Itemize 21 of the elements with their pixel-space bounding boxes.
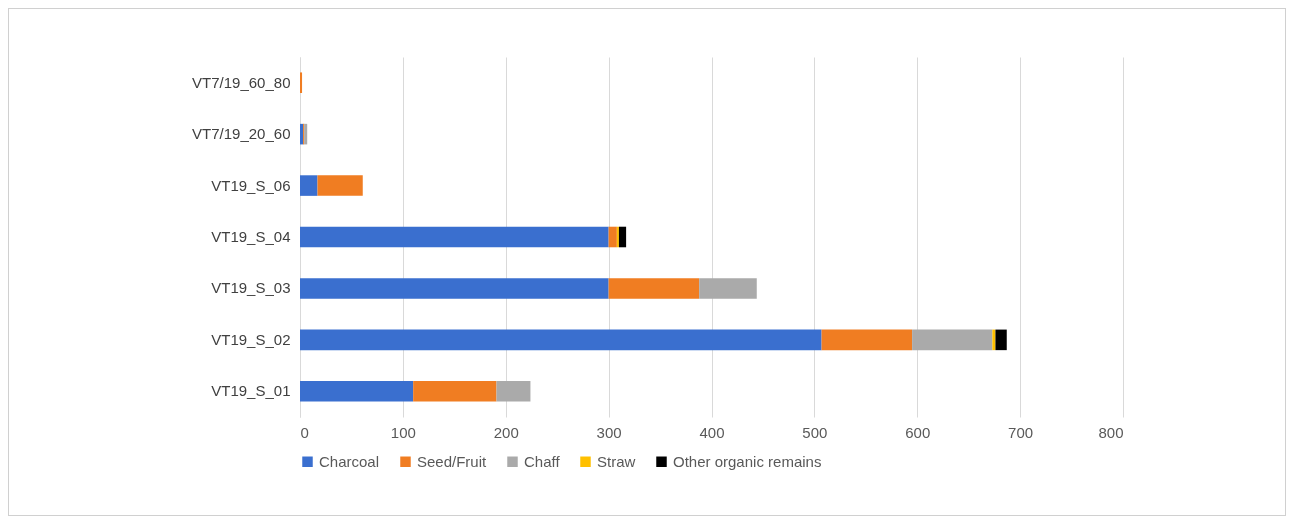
x-tick-label: 800 <box>1098 423 1124 441</box>
y-tick-label: VT7/19_20_60 <box>192 125 291 143</box>
legend-label: Other organic remains <box>673 452 822 470</box>
y-tick-label: VT19_S_01 <box>211 382 291 400</box>
y-tick-label: VT7/19_60_80 <box>192 73 291 91</box>
x-tick-label: 0 <box>300 423 309 441</box>
x-tick-label: 100 <box>390 423 416 441</box>
legend-label: Seed/Fruit <box>417 452 488 470</box>
y-tick-label: VT19_S_04 <box>211 228 291 245</box>
y-tick-label: VT19_S_06 <box>211 176 291 194</box>
y-tick-label: VT19_S_02 <box>211 330 291 348</box>
legend-label: Chaff <box>524 452 561 470</box>
x-tick-label: 500 <box>802 423 828 441</box>
y-tick-label: VT19_S_03 <box>211 279 291 297</box>
x-tick-label: 600 <box>905 423 931 441</box>
legend-label: Straw <box>597 452 636 470</box>
legend-label: Charcoal <box>319 452 380 470</box>
x-tick-label: 300 <box>596 423 622 441</box>
x-tick-label: 400 <box>699 423 725 441</box>
x-tick-label: 200 <box>493 423 519 441</box>
x-tick-label: 700 <box>1008 423 1034 441</box>
